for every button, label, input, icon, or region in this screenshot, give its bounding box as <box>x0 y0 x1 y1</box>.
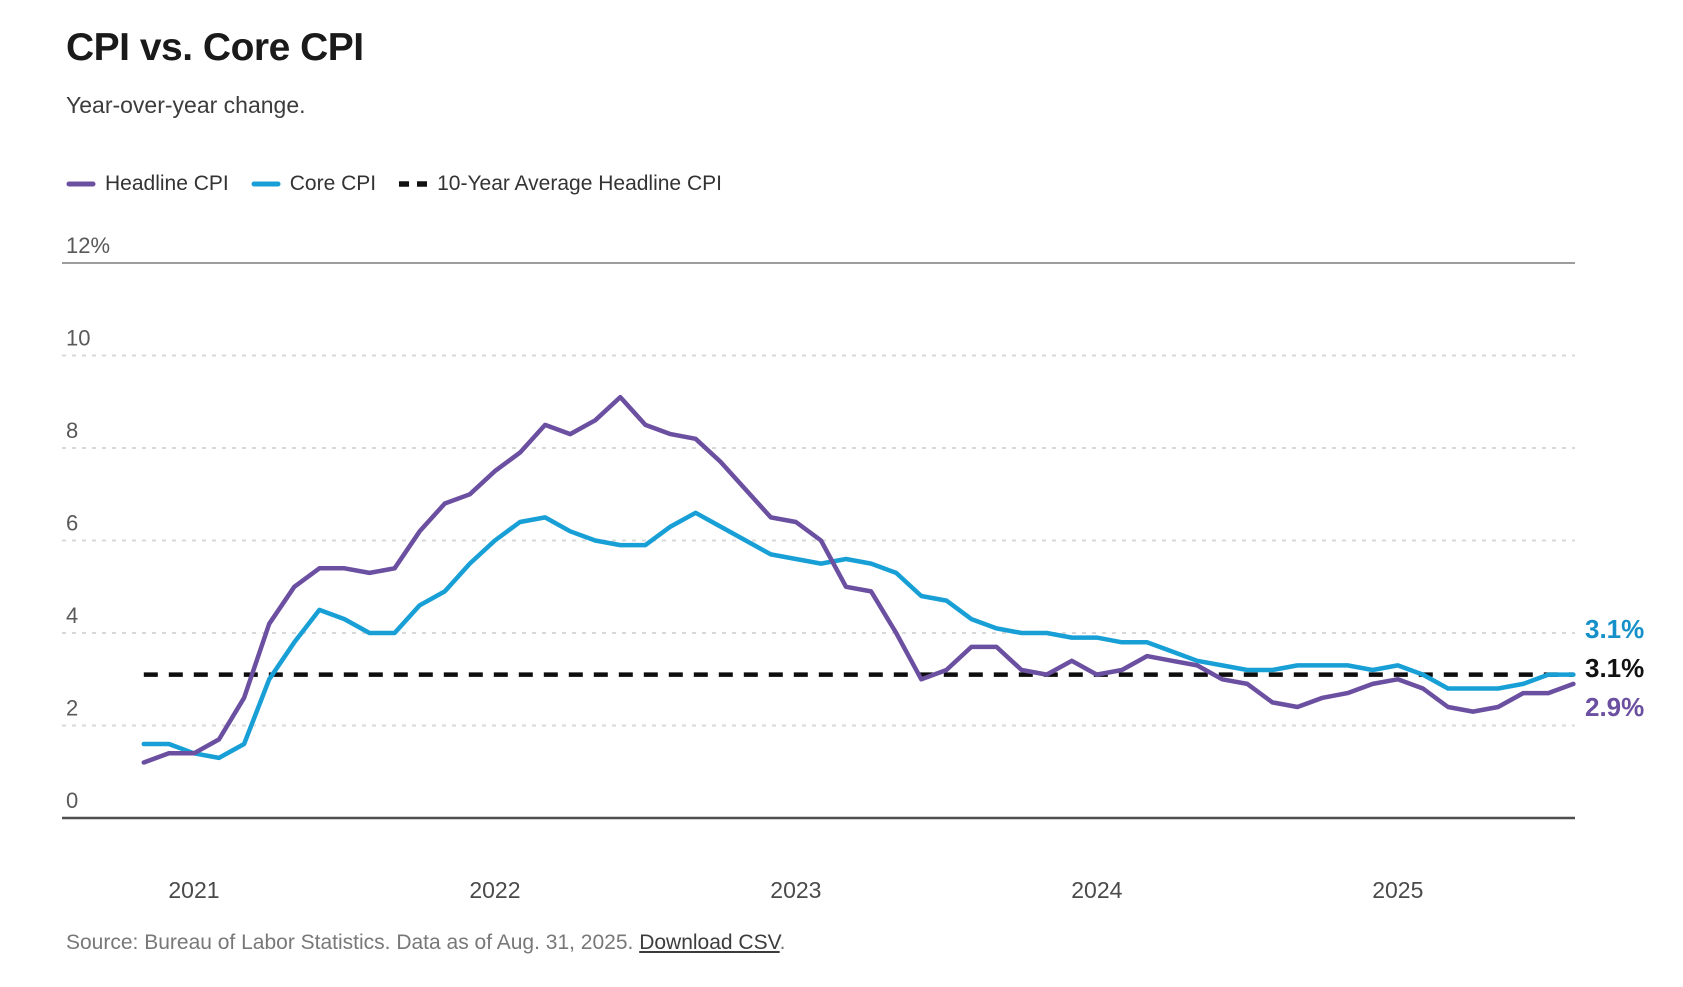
legend-item: 10-Year Average Headline CPI <box>398 172 722 196</box>
core-cpi-line <box>141 510 1576 761</box>
x-axis-year-label: 2023 <box>770 877 821 903</box>
chart-subtitle: Year-over-year change. <box>66 92 306 118</box>
chart-legend: Headline CPI Core CPI 10-Year Average Head… <box>66 172 722 196</box>
x-axis-year-label: 2025 <box>1372 877 1423 903</box>
legend-item: Core CPI <box>251 172 376 196</box>
source-text: Source: Bureau of Labor Statistics. Data… <box>66 931 640 954</box>
legend-line-swatch <box>251 181 281 187</box>
headline-cpi-line <box>141 394 1576 765</box>
y-axis-tick-label: 4 <box>66 603 78 628</box>
y-axis-tick-label: 0 <box>66 788 78 813</box>
y-axis-tick-label: 2 <box>66 696 78 721</box>
y-axis-tick-label: 10 <box>66 326 90 351</box>
series-end-value-label: 3.1% <box>1585 653 1644 683</box>
x-axis-year-label: 2022 <box>469 877 520 903</box>
legend-label: Core CPI <box>289 172 377 195</box>
legend-item: Headline CPI <box>66 172 229 196</box>
y-axis-tick-label: 6 <box>66 511 78 536</box>
y-axis-tick-label: 8 <box>66 418 78 443</box>
series-end-value-label: 2.9% <box>1585 692 1644 722</box>
x-axis-year-label: 2021 <box>168 877 219 903</box>
download-csv-link[interactable]: Download CSV <box>639 931 780 954</box>
source-text-suffix: . <box>779 931 786 954</box>
x-axis-year-label: 2024 <box>1071 877 1122 903</box>
legend-label: 10-Year Average Headline CPI <box>437 172 722 195</box>
source-note: Source: Bureau of Labor Statistics. Data… <box>66 931 786 955</box>
legend-dashed-line-swatch <box>399 181 428 187</box>
series-end-value-label: 3.1% <box>1585 614 1644 644</box>
legend-line-swatch <box>66 181 96 187</box>
legend-label: Headline CPI <box>105 172 229 195</box>
y-axis-tick-label: 12% <box>66 233 110 258</box>
chart-title: CPI vs. Core CPI <box>66 26 364 69</box>
